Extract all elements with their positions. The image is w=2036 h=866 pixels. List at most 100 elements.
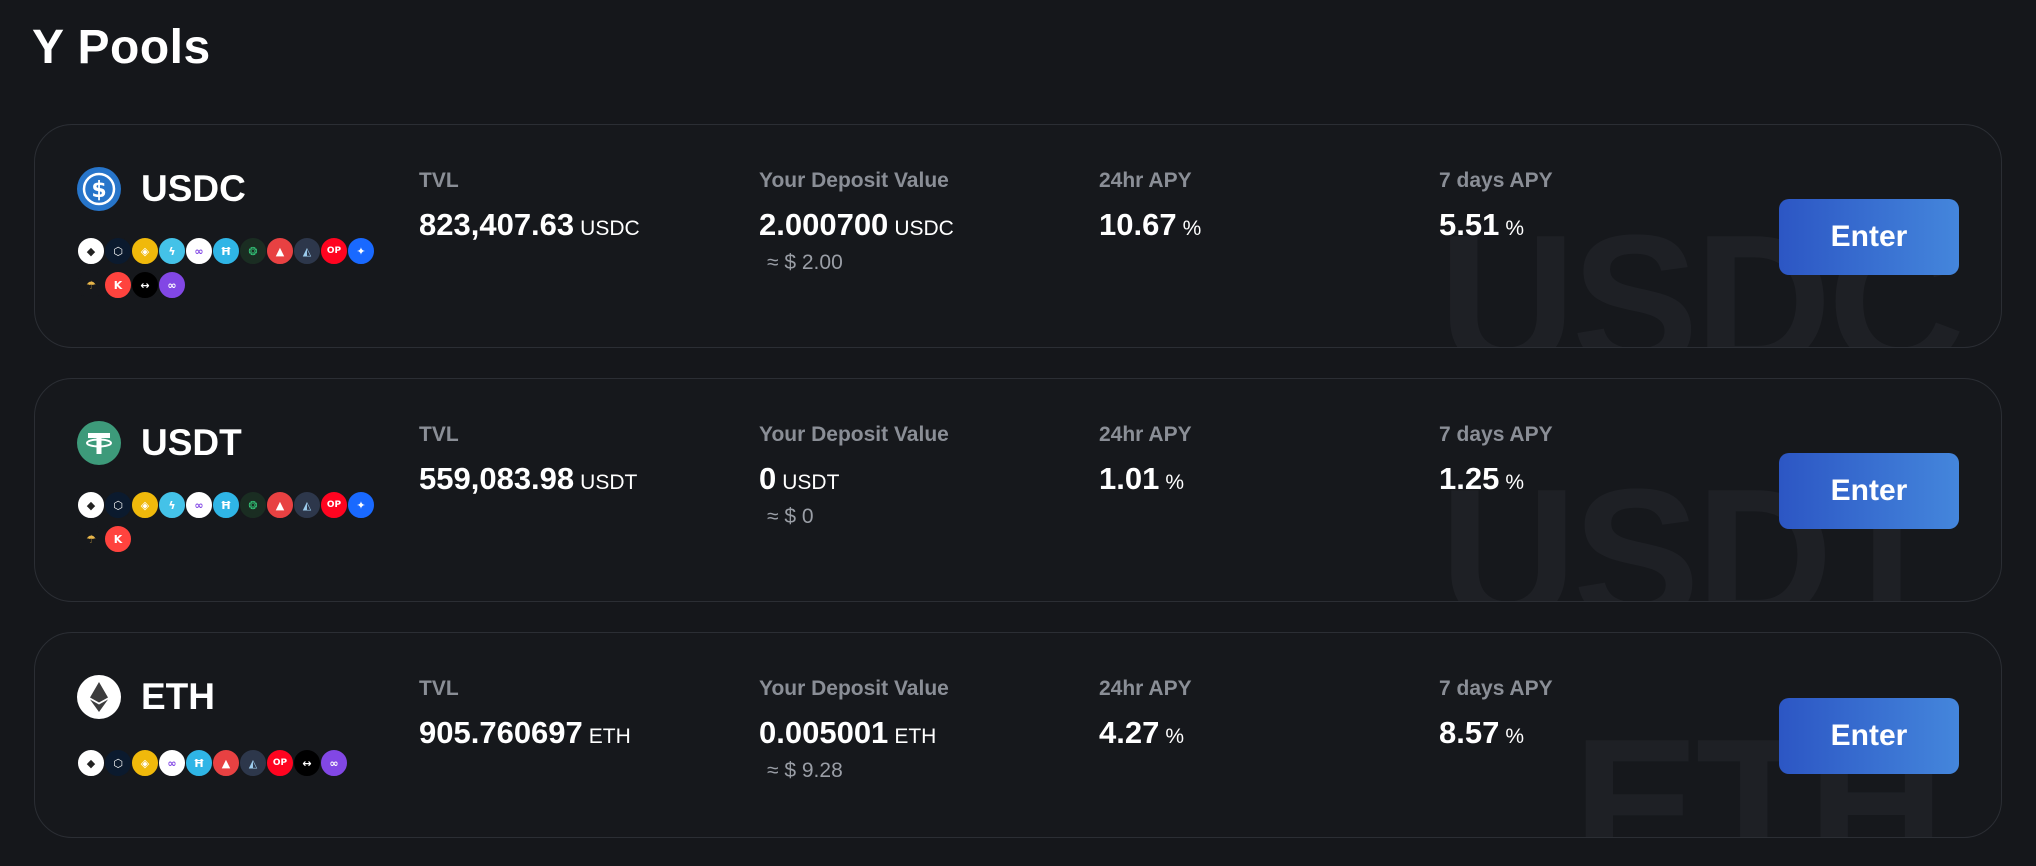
enter-button-usdc[interactable]: Enter xyxy=(1779,199,1959,275)
chain-list: ◆ ⬡ ◈ ∞ Ħ ▲ ◭ OP ↔ ∞ xyxy=(77,749,348,783)
percent-unit: % xyxy=(1182,217,1202,240)
kava-icon: K xyxy=(104,271,132,299)
moonbeam-icon: ☂ xyxy=(77,271,105,299)
apy-7d-label: 7 days APY xyxy=(1439,169,1553,192)
apy-24h-label: 24hr APY xyxy=(1099,423,1192,446)
avalanche-icon: ▲ xyxy=(212,749,240,777)
tvl-unit: USDT xyxy=(580,471,638,494)
kava-icon: K xyxy=(104,525,132,553)
polygon-icon: ∞ xyxy=(185,237,213,265)
aurora-icon: ϟ xyxy=(158,237,186,265)
token-name: USDT xyxy=(141,422,242,463)
apy-24h-value: 1.01 xyxy=(1099,461,1160,496)
optimism-icon: OP xyxy=(320,237,348,265)
apy-24h-label: 24hr APY xyxy=(1099,677,1192,700)
percent-unit: % xyxy=(1165,471,1185,494)
apy-7d-stat: 7 days APY 1.25% xyxy=(1439,423,1553,497)
token-header: $ USDC xyxy=(77,167,246,211)
chain-row: ☂ K xyxy=(77,525,374,553)
harmony-icon: Ħ xyxy=(212,237,240,265)
token-header: ETH xyxy=(77,675,215,719)
tvl-stat: TVL 823,407.63 USDC xyxy=(419,169,640,243)
tvl-value: 559,083.98 xyxy=(419,461,575,496)
apy-24h-label: 24hr APY xyxy=(1099,169,1192,192)
apy-7d-value: 8.57 xyxy=(1439,715,1500,750)
deposit-label: Your Deposit Value xyxy=(759,423,949,446)
ethereum-icon: ◆ xyxy=(77,237,105,265)
bnb-chain-icon: ◈ xyxy=(131,749,159,777)
chain-row: ◆ ⬡ ◈ ϟ ∞ Ħ ❂ ▲ ◭ OP ✦ xyxy=(77,491,375,519)
deposit-label: Your Deposit Value xyxy=(759,677,949,700)
apy-24h-value: 10.67 xyxy=(1099,207,1177,242)
enter-button-eth[interactable]: Enter xyxy=(1779,698,1959,774)
deposit-label: Your Deposit Value xyxy=(759,169,949,192)
cronos-icon: ⬡ xyxy=(104,749,132,777)
deposit-stat: Your Deposit Value 0 USDT ≈ $ 0 xyxy=(759,423,949,529)
fantom-icon: ✦ xyxy=(347,237,375,265)
cronos-icon: ⬡ xyxy=(104,237,132,265)
enter-button-usdt[interactable]: Enter xyxy=(1779,453,1959,529)
moonbeam-icon: ☂ xyxy=(77,525,105,553)
usdt-icon xyxy=(77,421,121,465)
polygon-icon: ∞ xyxy=(158,749,186,777)
apy-7d-label: 7 days APY xyxy=(1439,677,1553,700)
deposit-unit: USDT xyxy=(782,471,840,494)
deposit-unit: ETH xyxy=(894,725,937,748)
tvl-unit: USDC xyxy=(580,217,640,240)
percent-unit: % xyxy=(1505,217,1525,240)
harmony-icon: Ħ xyxy=(212,491,240,519)
tvl-stat: TVL 905.760697 ETH xyxy=(419,677,631,751)
avalanche-icon: ▲ xyxy=(266,491,294,519)
cronos-icon: ⬡ xyxy=(104,491,132,519)
tvl-value: 823,407.63 xyxy=(419,207,575,242)
tvl-label: TVL xyxy=(419,677,459,700)
tvl-value: 905.760697 xyxy=(419,715,583,750)
token-name: USDC xyxy=(141,168,246,209)
celo-icon: ❂ xyxy=(239,237,267,265)
apy-24h-value: 4.27 xyxy=(1099,715,1160,750)
token-name: ETH xyxy=(141,676,215,717)
deposit-stat: Your Deposit Value 2.000700 USDC ≈ $ 2.00 xyxy=(759,169,954,275)
svg-text:$: $ xyxy=(91,178,106,203)
bnb-chain-icon: ◈ xyxy=(131,491,159,519)
avalanche-icon: ▲ xyxy=(266,237,294,265)
apy-24h-stat: 24hr APY 10.67% xyxy=(1099,169,1201,243)
deposit-usd-value: ≈ $ 9.28 xyxy=(767,759,843,782)
apy-24h-stat: 24hr APY 1.01% xyxy=(1099,423,1192,497)
tvl-label: TVL xyxy=(419,423,459,446)
deposit-usd-value: ≈ $ 2.00 xyxy=(767,251,843,274)
pool-card-usdt: USDT USDT ◆ ⬡ ◈ ϟ ∞ Ħ ❂ ▲ ◭ OP ✦ ☂ xyxy=(34,378,2002,602)
linea-icon: ↔ xyxy=(293,749,321,777)
chain-row: ◆ ⬡ ◈ ϟ ∞ Ħ ❂ ▲ ◭ OP ✦ xyxy=(77,237,375,265)
tvl-unit: ETH xyxy=(588,725,631,748)
optimism-icon: OP xyxy=(320,491,348,519)
tvl-label: TVL xyxy=(419,169,459,192)
apy-7d-value: 5.51 xyxy=(1439,207,1500,242)
apy-24h-stat: 24hr APY 4.27% xyxy=(1099,677,1192,751)
harmony-icon: Ħ xyxy=(185,749,213,777)
pool-card-usdc: USDC $ USDC ◆ ⬡ ◈ ϟ ∞ Ħ ❂ ▲ ◭ OP ✦ ☂ K xyxy=(34,124,2002,348)
arbitrum-icon: ◭ xyxy=(293,491,321,519)
deposit-stat: Your Deposit Value 0.005001 ETH ≈ $ 9.28 xyxy=(759,677,949,783)
chain-list: ◆ ⬡ ◈ ϟ ∞ Ħ ❂ ▲ ◭ OP ✦ ☂ K xyxy=(77,491,375,559)
percent-unit: % xyxy=(1505,725,1525,748)
percent-unit: % xyxy=(1165,725,1185,748)
arbitrum-icon: ◭ xyxy=(239,749,267,777)
apy-7d-value: 1.25 xyxy=(1439,461,1500,496)
bnb-chain-icon: ◈ xyxy=(131,237,159,265)
pool-card-eth: ETH ETH ◆ ⬡ ◈ ∞ Ħ ▲ ◭ OP ↔ ∞ TVL 905.760… xyxy=(34,632,2002,838)
deposit-unit: USDC xyxy=(894,217,954,240)
chain-row: ◆ ⬡ ◈ ∞ Ħ ▲ ◭ OP ↔ ∞ xyxy=(77,749,348,777)
apy-7d-stat: 7 days APY 5.51% xyxy=(1439,169,1553,243)
chain-list: ◆ ⬡ ◈ ϟ ∞ Ħ ❂ ▲ ◭ OP ✦ ☂ K ↔ ∞ xyxy=(77,237,375,305)
page-title: Y Pools xyxy=(32,21,211,74)
ethereum-icon: ◆ xyxy=(77,749,105,777)
linea-icon: ↔ xyxy=(131,271,159,299)
deposit-usd-value: ≈ $ 0 xyxy=(767,505,814,528)
celo-icon: ❂ xyxy=(239,491,267,519)
optimism-icon: OP xyxy=(266,749,294,777)
eth-icon xyxy=(77,675,121,719)
deposit-value: 0 xyxy=(759,461,777,496)
usdc-icon: $ xyxy=(77,167,121,211)
tvl-stat: TVL 559,083.98 USDT xyxy=(419,423,637,497)
